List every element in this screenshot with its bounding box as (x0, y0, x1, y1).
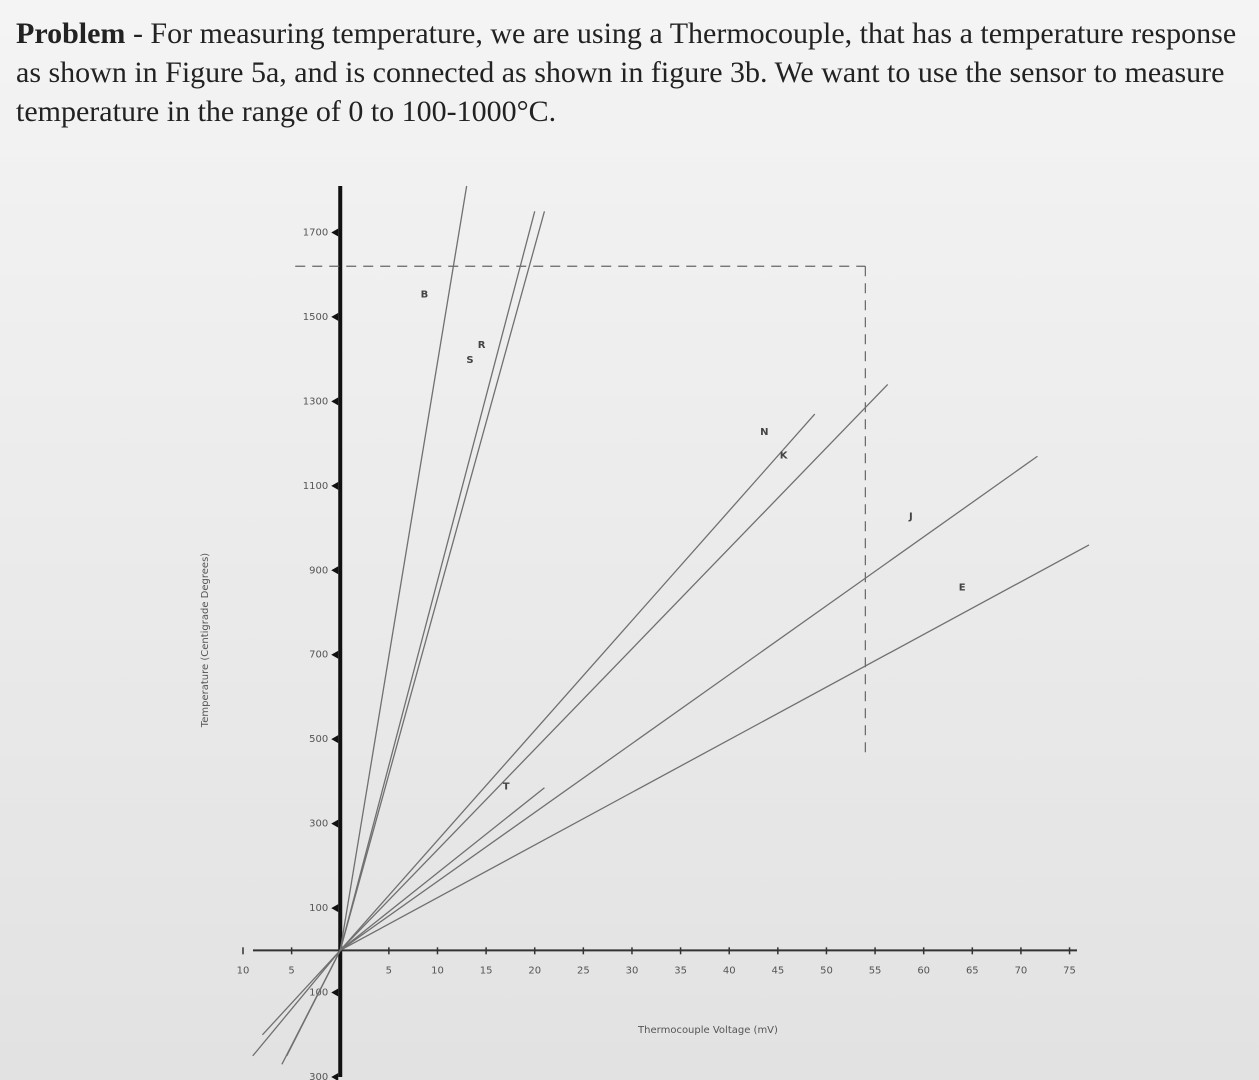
y-tick-label: 1300 (303, 396, 328, 407)
x-tick-label: 45 (771, 965, 784, 976)
series-label: N (760, 427, 768, 438)
x-tick-label: 50 (820, 965, 833, 976)
y-tick-label: 900 (309, 565, 328, 576)
y-tick-label: 1700 (303, 227, 328, 238)
x-axis-label: Thermocouple Voltage (mV) (637, 1025, 778, 1036)
series-label: J (908, 511, 913, 522)
series-label: K (780, 450, 789, 461)
x-tick-label: 30 (626, 965, 639, 976)
x-tick-label: 70 (1015, 965, 1028, 976)
series-line (281, 384, 889, 1065)
y-tick-label: 1500 (303, 312, 328, 323)
y-tick-mark (331, 566, 339, 575)
y-tick-mark (331, 988, 339, 997)
series-line (339, 185, 468, 951)
y-tick-mark (331, 228, 339, 237)
y-tick-mark (331, 481, 339, 490)
y-axis-label: Temperature (Centigrade Degrees) (200, 553, 211, 728)
y-tick-label: 100 (309, 903, 328, 914)
series-line (261, 455, 1038, 1036)
series-line (286, 787, 545, 1057)
y-tick-label: 1100 (303, 481, 328, 492)
y-tick-mark (331, 1073, 339, 1080)
series-line (339, 211, 546, 951)
x-tick-label: 55 (869, 965, 882, 976)
series-label: S (466, 355, 473, 366)
problem-label: Problem (16, 17, 126, 50)
series-label: B (421, 289, 429, 300)
y-tick-mark (331, 397, 339, 406)
series-label: R (478, 340, 486, 351)
y-tick-mark (331, 819, 339, 828)
y-tick-mark (331, 312, 339, 321)
x-tick-label: 65 (966, 965, 979, 976)
y-tick-mark (331, 904, 339, 913)
x-tick-label: 5 (386, 965, 392, 976)
problem-text: - For measuring temperature, we are usin… (16, 17, 1237, 128)
x-tick-label: 75 (1063, 965, 1076, 976)
x-tick-label: 15 (480, 965, 493, 976)
y-tick-mark (331, 735, 339, 744)
series-label: E (959, 583, 966, 594)
problem-statement: Problem - For measuring temperature, we … (16, 14, 1244, 131)
y-tick-mark (331, 650, 339, 659)
series-line (339, 211, 536, 951)
y-tick-label: 300 (309, 819, 328, 830)
x-tick-label: 10 (237, 965, 250, 976)
x-tick-label: 5 (288, 965, 294, 976)
y-tick-label: 500 (309, 734, 328, 745)
series-line (252, 544, 1090, 1057)
x-tick-label: 40 (723, 965, 736, 976)
series-label: T (503, 782, 510, 793)
x-tick-label: 10 (431, 965, 444, 976)
series-line (339, 413, 816, 951)
y-tick-label: 700 (309, 650, 328, 661)
x-tick-label: 20 (528, 965, 541, 976)
y-tick-label: 300 (309, 1072, 328, 1080)
x-tick-label: 35 (674, 965, 687, 976)
x-tick-label: 25 (577, 965, 590, 976)
x-tick-label: 60 (917, 965, 930, 976)
